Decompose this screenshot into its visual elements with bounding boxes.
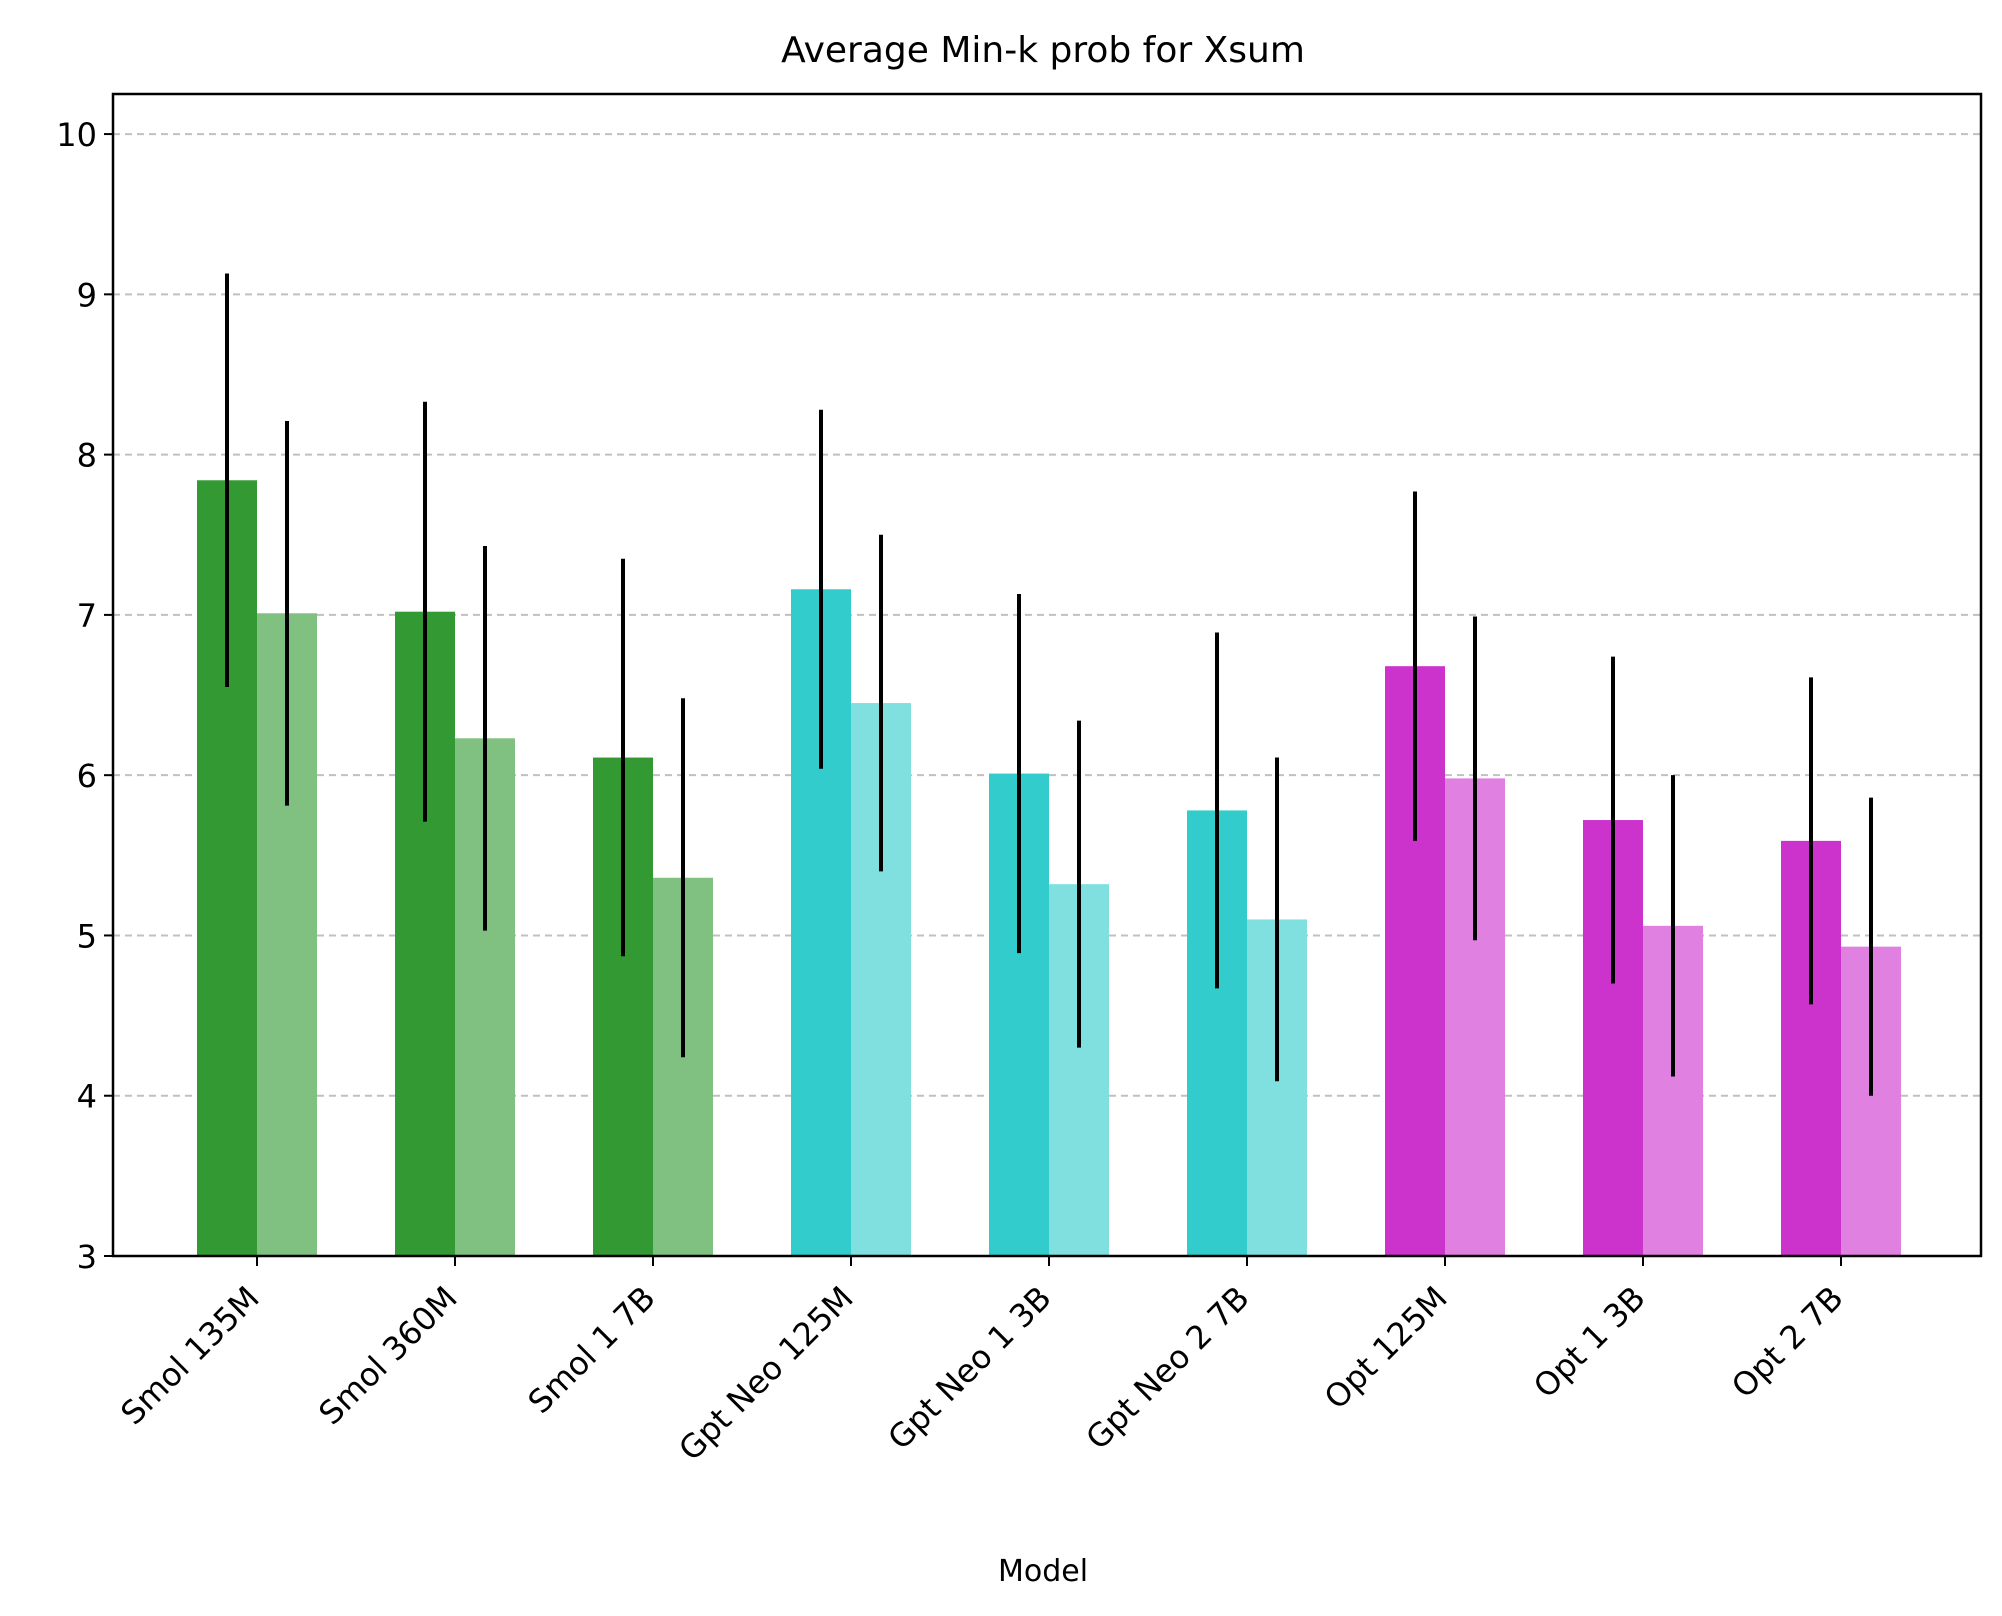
plot-frame [111,92,1983,1258]
y-tick-label: 5 [77,917,97,955]
bars [197,480,1901,1256]
y-tick-label: 4 [77,1078,97,1116]
y-tick-label: 8 [77,437,97,475]
error-bars [225,273,1873,1096]
y-tick-label: 10 [56,116,97,154]
y-tick-label: 3 [77,1238,97,1276]
x-axis-title: Model [998,1554,1088,1589]
y-tick-label: 6 [77,757,97,795]
y-tick-label: 9 [77,276,97,314]
y-axis: 3 4 5 6 7 8 9 10 [56,116,113,1276]
chart-title: Average Min-k prob for Xsum [781,30,1305,71]
y-tick-label: 7 [77,597,97,635]
